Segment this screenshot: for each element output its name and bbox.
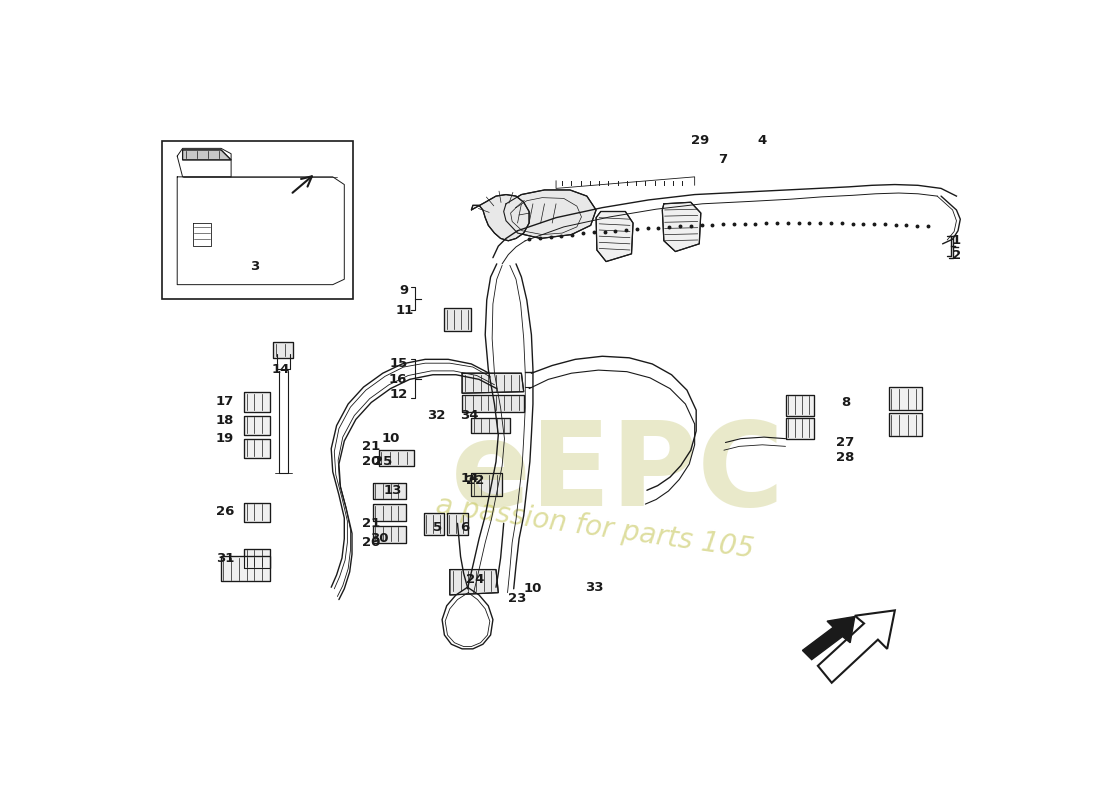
Text: 8: 8 [840, 396, 850, 409]
Polygon shape [785, 418, 814, 438]
Text: 20: 20 [362, 455, 381, 468]
Text: 24: 24 [466, 573, 484, 586]
Text: 13: 13 [384, 484, 402, 497]
Text: 11: 11 [395, 303, 414, 317]
Polygon shape [244, 502, 270, 522]
Polygon shape [596, 211, 634, 262]
Polygon shape [221, 557, 270, 581]
Text: eEPC: eEPC [451, 416, 784, 531]
Text: 29: 29 [691, 134, 710, 147]
Text: 27: 27 [836, 436, 855, 449]
Text: 9: 9 [399, 284, 409, 298]
Polygon shape [244, 549, 270, 568]
Text: 32: 32 [427, 409, 446, 422]
Polygon shape [785, 394, 814, 415]
Text: 3: 3 [250, 261, 258, 274]
Text: 5: 5 [433, 521, 442, 534]
Text: 21: 21 [362, 517, 381, 530]
Polygon shape [274, 342, 293, 358]
Polygon shape [244, 438, 270, 458]
Polygon shape [472, 194, 529, 241]
Text: 22: 22 [466, 474, 484, 487]
Polygon shape [462, 373, 524, 394]
Polygon shape [444, 308, 472, 331]
Text: 25: 25 [374, 455, 392, 468]
Polygon shape [472, 418, 510, 434]
Text: 2: 2 [952, 249, 961, 262]
Text: 7: 7 [718, 154, 727, 166]
Text: 31: 31 [216, 551, 234, 565]
Text: 28: 28 [836, 451, 855, 464]
Polygon shape [450, 570, 498, 595]
Polygon shape [662, 202, 701, 251]
Text: 10: 10 [524, 582, 542, 595]
Polygon shape [424, 514, 444, 535]
Polygon shape [447, 514, 468, 535]
Text: 21: 21 [362, 440, 381, 453]
Text: 18: 18 [216, 414, 234, 427]
Text: 30: 30 [370, 532, 388, 546]
Polygon shape [889, 414, 922, 436]
Polygon shape [818, 610, 895, 682]
Text: 14: 14 [461, 472, 478, 485]
Polygon shape [373, 504, 406, 521]
Text: 16: 16 [389, 373, 407, 386]
Text: 6: 6 [461, 521, 470, 534]
Polygon shape [373, 526, 406, 542]
Polygon shape [504, 190, 596, 238]
Text: a passion for parts 105: a passion for parts 105 [433, 491, 756, 563]
Text: 19: 19 [216, 432, 234, 445]
Text: 4: 4 [758, 134, 767, 147]
Text: 10: 10 [382, 432, 399, 445]
Text: 17: 17 [216, 395, 234, 408]
Polygon shape [244, 393, 270, 412]
Text: 26: 26 [216, 506, 234, 518]
Text: 23: 23 [508, 591, 527, 605]
Text: 15: 15 [389, 358, 407, 370]
Polygon shape [803, 617, 855, 660]
Text: 1: 1 [952, 234, 961, 247]
Polygon shape [373, 482, 406, 499]
Text: 20: 20 [362, 536, 381, 549]
Polygon shape [889, 387, 922, 410]
Polygon shape [244, 415, 270, 435]
Text: 34: 34 [461, 409, 480, 422]
Polygon shape [472, 474, 502, 496]
Text: 12: 12 [389, 388, 407, 402]
Polygon shape [462, 394, 524, 412]
Text: 14: 14 [272, 363, 290, 376]
Bar [162, 141, 353, 298]
Polygon shape [183, 150, 231, 160]
Polygon shape [378, 450, 414, 466]
Text: 33: 33 [585, 581, 604, 594]
